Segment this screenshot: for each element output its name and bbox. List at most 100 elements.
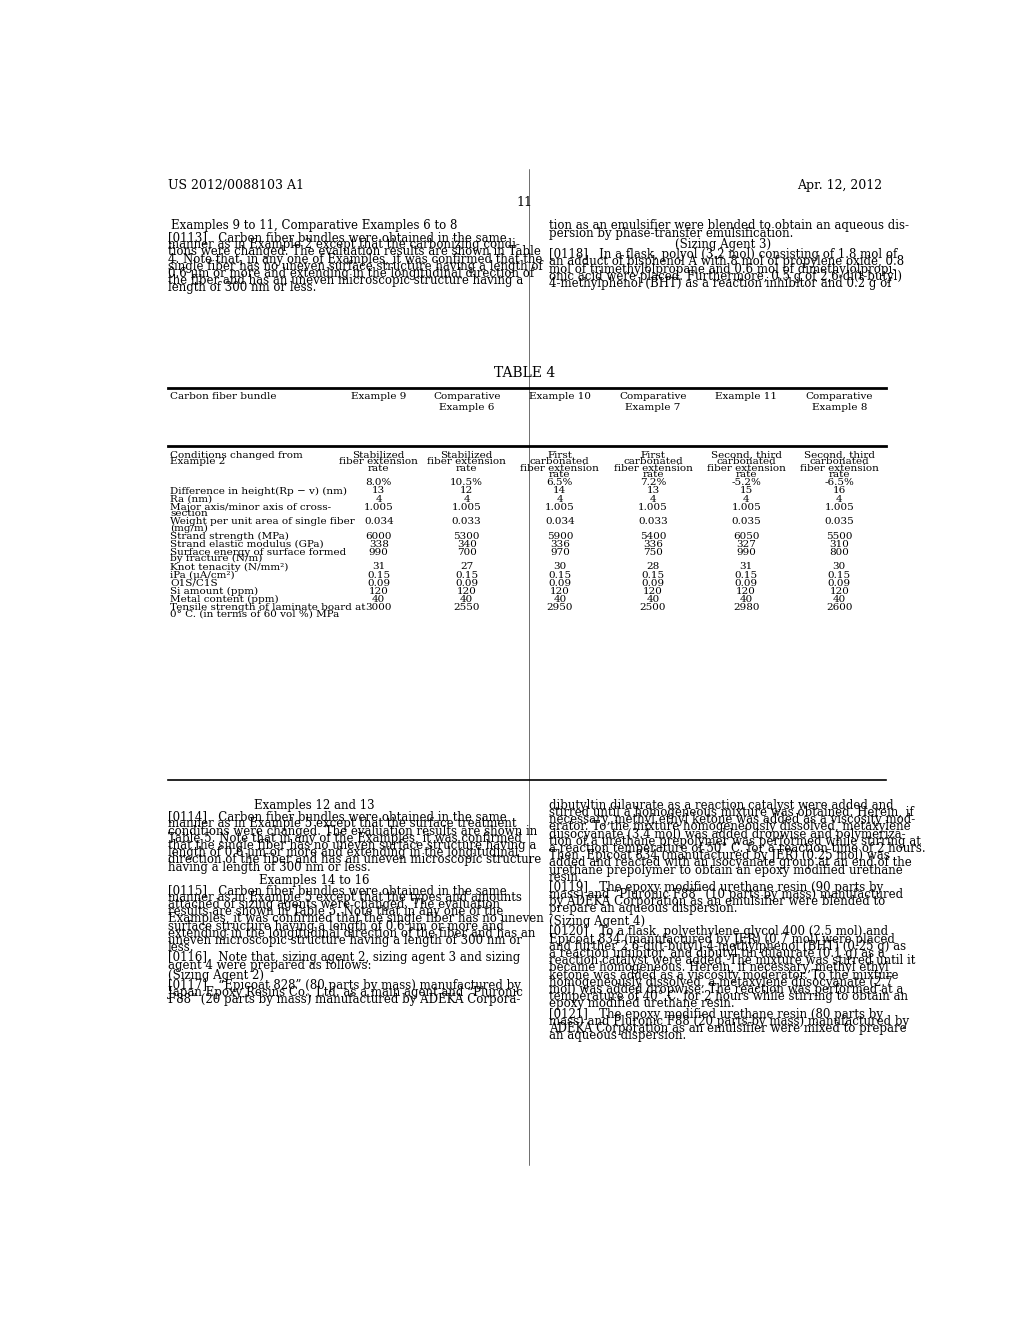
- Text: Comparative
Example 6: Comparative Example 6: [433, 392, 501, 412]
- Text: 990: 990: [736, 548, 756, 557]
- Text: 30: 30: [833, 562, 846, 572]
- Text: the fiber and has an uneven microscopic structure having a: the fiber and has an uneven microscopic …: [168, 275, 523, 288]
- Text: fiber extension: fiber extension: [707, 463, 785, 473]
- Text: Epicoat 834 (manufactured by JER) (0.7 mol) were placed: Epicoat 834 (manufactured by JER) (0.7 m…: [549, 933, 895, 945]
- Text: 16: 16: [833, 487, 846, 495]
- Text: First: First: [548, 451, 572, 461]
- Text: Tensile strength of laminate board at: Tensile strength of laminate board at: [170, 603, 366, 612]
- Text: 970: 970: [550, 548, 569, 557]
- Text: by ADEKA Corporation as an emulsifier were blended to: by ADEKA Corporation as an emulsifier we…: [549, 895, 885, 908]
- Text: urethane prepolymer to obtain an epoxy modified urethane: urethane prepolymer to obtain an epoxy m…: [549, 863, 902, 876]
- Text: that the single fiber has no uneven surface structure having a: that the single fiber has no uneven surf…: [168, 840, 536, 851]
- Text: 40: 40: [739, 595, 753, 605]
- Text: tions were changed. The evaluation results are shown in Table: tions were changed. The evaluation resul…: [168, 246, 541, 259]
- Text: having a length of 300 nm or less.: having a length of 300 nm or less.: [168, 861, 371, 874]
- Text: epoxy modified urethane resin.: epoxy modified urethane resin.: [549, 998, 734, 1010]
- Text: ketone was added as a viscosity moderator. To the mixture: ketone was added as a viscosity moderato…: [549, 969, 898, 982]
- Text: prepare an aqueous dispersion.: prepare an aqueous dispersion.: [549, 903, 737, 915]
- Text: 120: 120: [457, 587, 476, 595]
- Text: 4: 4: [649, 495, 656, 503]
- Text: direction of the fiber and has an uneven microscopic structure: direction of the fiber and has an uneven…: [168, 854, 541, 866]
- Text: resin.: resin.: [549, 871, 583, 883]
- Text: single fiber has no uneven surface structure having a length of: single fiber has no uneven surface struc…: [168, 260, 543, 273]
- Text: Stabilized: Stabilized: [440, 451, 493, 461]
- Text: tion as an emulsifier were blended to obtain an aqueous dis-: tion as an emulsifier were blended to ob…: [549, 219, 908, 232]
- Text: Examples, it was confirmed that the single fiber has no uneven: Examples, it was confirmed that the sing…: [168, 912, 544, 925]
- Text: 13: 13: [372, 487, 385, 495]
- Text: 1.005: 1.005: [638, 503, 668, 512]
- Text: 4: 4: [557, 495, 563, 503]
- Text: 14: 14: [553, 487, 566, 495]
- Text: Si amount (ppm): Si amount (ppm): [170, 587, 258, 595]
- Text: 750: 750: [643, 548, 663, 557]
- Text: tion of a urethane prepolymer was performed while stirring at: tion of a urethane prepolymer was perfor…: [549, 834, 921, 847]
- Text: 120: 120: [736, 587, 756, 595]
- Text: O1S/C1S: O1S/C1S: [170, 578, 218, 587]
- Text: Example 11: Example 11: [715, 392, 777, 401]
- Text: 327: 327: [736, 540, 756, 549]
- Text: rate: rate: [456, 463, 477, 473]
- Text: 310: 310: [829, 540, 849, 549]
- Text: iPa (μA/cm²): iPa (μA/cm²): [170, 570, 234, 579]
- Text: mol of trimethylolpropane and 0.6 mol of dimethylolpropi-: mol of trimethylolpropane and 0.6 mol of…: [549, 263, 896, 276]
- Text: necessary, methyl ethyl ketone was added as a viscosity mod-: necessary, methyl ethyl ketone was added…: [549, 813, 914, 826]
- Text: 4: 4: [464, 495, 470, 503]
- Text: 0.15: 0.15: [455, 570, 478, 579]
- Text: surface structure having a length of 0.6 μm or more and: surface structure having a length of 0.6…: [168, 920, 504, 933]
- Text: 700: 700: [457, 548, 476, 557]
- Text: 4: 4: [376, 495, 382, 503]
- Text: 0.6 μm or more and extending in the longitudinal direction of: 0.6 μm or more and extending in the long…: [168, 267, 534, 280]
- Text: 4: 4: [836, 495, 843, 503]
- Text: 4: 4: [742, 495, 750, 503]
- Text: 0.15: 0.15: [548, 570, 571, 579]
- Text: fiber extension: fiber extension: [800, 463, 879, 473]
- Text: 0.09: 0.09: [641, 578, 665, 587]
- Text: 1.005: 1.005: [545, 503, 574, 512]
- Text: diisocyanate (3.4 mol) was added dropwise and polymeriza-: diisocyanate (3.4 mol) was added dropwis…: [549, 828, 905, 841]
- Text: [0117]   “Epicoat 828” (80 parts by mass) manufactured by: [0117] “Epicoat 828” (80 parts by mass) …: [168, 978, 520, 991]
- Text: [0115]   Carbon fiber bundles were obtained in the same: [0115] Carbon fiber bundles were obtaine…: [168, 883, 507, 896]
- Text: 0.15: 0.15: [827, 570, 851, 579]
- Text: 0.09: 0.09: [827, 578, 851, 587]
- Text: temperature of 40° C. for 2 hours while stirring to obtain an: temperature of 40° C. for 2 hours while …: [549, 990, 907, 1003]
- Text: TABLE 4: TABLE 4: [495, 366, 555, 380]
- Text: [0114]   Carbon fiber bundles were obtained in the same: [0114] Carbon fiber bundles were obtaine…: [168, 810, 507, 824]
- Text: added and reacted with an isocyanate group at an end of the: added and reacted with an isocyanate gro…: [549, 857, 911, 870]
- Text: an aqueous dispersion.: an aqueous dispersion.: [549, 1030, 686, 1041]
- Text: ADEKA Corporation as an emulsifier were mixed to prepare: ADEKA Corporation as an emulsifier were …: [549, 1022, 906, 1035]
- Text: erator. To the mixture homogeneously dissolved, metaxylene: erator. To the mixture homogeneously dis…: [549, 820, 910, 833]
- Text: section: section: [170, 510, 208, 517]
- Text: 5900: 5900: [547, 532, 573, 541]
- Text: rate: rate: [368, 463, 389, 473]
- Text: stirred until a homogeneous mixture was obtained. Herein, if: stirred until a homogeneous mixture was …: [549, 807, 913, 818]
- Text: Examples 14 to 16: Examples 14 to 16: [259, 874, 370, 887]
- Text: conditions were changed. The evaluation results are shown in: conditions were changed. The evaluation …: [168, 825, 537, 838]
- Text: 336: 336: [643, 540, 663, 549]
- Text: 120: 120: [369, 587, 389, 595]
- Text: and further 2,6-di(t-butyl)-4-methylphenol (BHT) (0.25 g) as: and further 2,6-di(t-butyl)-4-methylphen…: [549, 940, 906, 953]
- Text: 40: 40: [372, 595, 385, 605]
- Text: persion by phase-transfer emulsification.: persion by phase-transfer emulsification…: [549, 227, 793, 240]
- Text: manner as in Example 2 except that the carbonizing condi-: manner as in Example 2 except that the c…: [168, 238, 519, 251]
- Text: 2550: 2550: [454, 603, 480, 612]
- Text: 0.035: 0.035: [824, 517, 854, 527]
- Text: rate: rate: [549, 470, 570, 479]
- Text: a reaction temperature of 50° C. for a reaction time of 2 hours.: a reaction temperature of 50° C. for a r…: [549, 842, 926, 855]
- Text: 120: 120: [550, 587, 569, 595]
- Text: an adduct of bisphenol A with 8 mol of propylene oxide, 0.8: an adduct of bisphenol A with 8 mol of p…: [549, 255, 904, 268]
- Text: (Sizing Agent 3): (Sizing Agent 3): [675, 238, 771, 251]
- Text: -6.5%: -6.5%: [824, 478, 854, 487]
- Text: mass) and Pluronic F88 (20 parts by mass) manufactured by: mass) and Pluronic F88 (20 parts by mass…: [549, 1015, 908, 1028]
- Text: 27: 27: [460, 562, 473, 572]
- Text: Metal content (ppm): Metal content (ppm): [170, 595, 279, 605]
- Text: became homogeneous. Herein, if necessary, methyl ethyl: became homogeneous. Herein, if necessary…: [549, 961, 889, 974]
- Text: homogeneously dissolved, a metaxylene diisocyanate (2.7: homogeneously dissolved, a metaxylene di…: [549, 975, 892, 989]
- Text: Example 10: Example 10: [528, 392, 591, 401]
- Text: 0.09: 0.09: [734, 578, 758, 587]
- Text: 31: 31: [372, 562, 385, 572]
- Text: 0.09: 0.09: [368, 578, 390, 587]
- Text: agent 4 were prepared as follows:: agent 4 were prepared as follows:: [168, 958, 371, 972]
- Text: 15: 15: [739, 487, 753, 495]
- Text: fiber extension: fiber extension: [339, 458, 418, 466]
- Text: 1.005: 1.005: [452, 503, 481, 512]
